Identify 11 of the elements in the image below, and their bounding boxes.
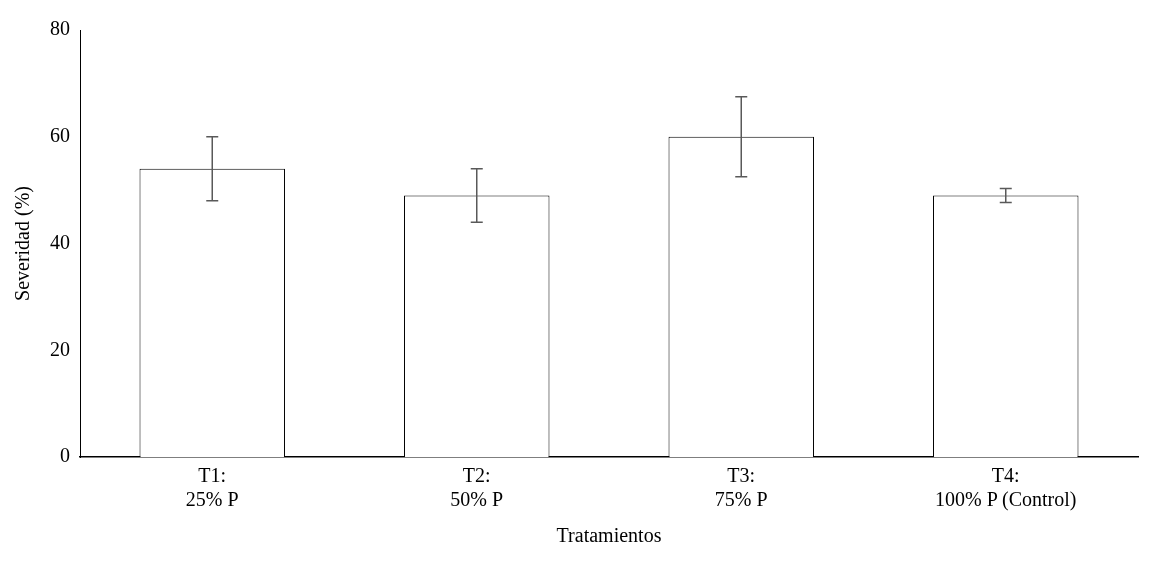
x-tick-label: T2: 50% P bbox=[450, 464, 504, 511]
y-axis-title: Severidad (%) bbox=[11, 186, 35, 301]
y-tick-label: 40 bbox=[50, 230, 70, 253]
x-tick-label: T3: 75% P bbox=[714, 464, 768, 511]
y-tick-label: 80 bbox=[50, 17, 70, 40]
y-tick-label: 0 bbox=[60, 444, 70, 467]
x-axis-title: Tratamientos bbox=[556, 524, 662, 547]
x-tick-label: T1: 25% P bbox=[185, 464, 239, 511]
y-tick-label: 60 bbox=[50, 124, 70, 146]
y-tick-label: 20 bbox=[50, 337, 70, 360]
x-tick-label: T4: 100% P (Control) bbox=[935, 464, 1077, 512]
